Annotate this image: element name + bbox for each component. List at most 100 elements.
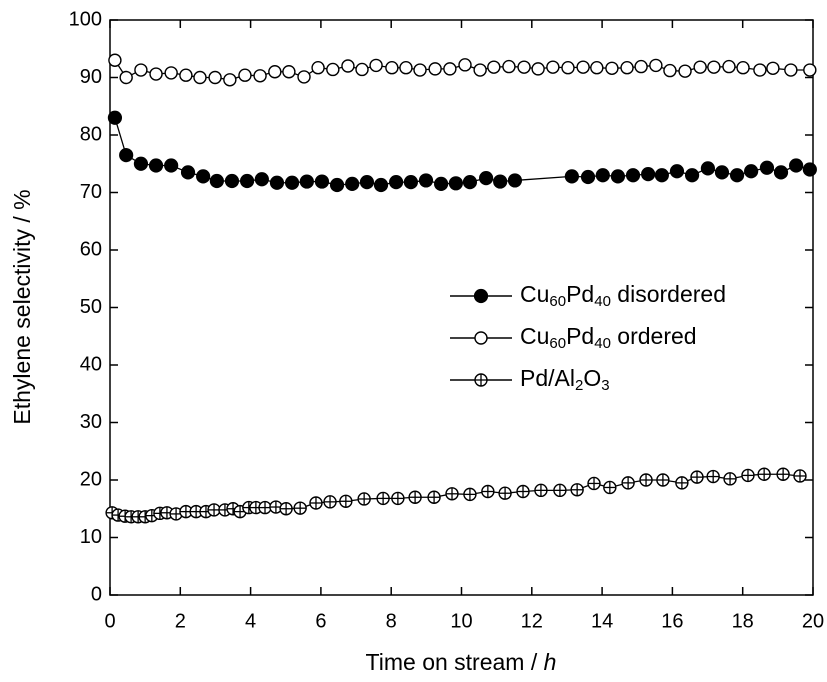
point [448, 176, 463, 191]
y-tick-label: 70 [80, 181, 102, 203]
point [693, 60, 707, 74]
point [546, 60, 560, 74]
point [621, 476, 635, 490]
point [293, 501, 307, 515]
point [784, 63, 798, 77]
point [418, 173, 434, 188]
point [326, 62, 340, 77]
point [164, 158, 179, 173]
point [517, 60, 531, 74]
point [369, 58, 383, 73]
point [678, 64, 692, 78]
point [590, 61, 604, 75]
point [107, 110, 123, 125]
point [345, 176, 360, 191]
point [766, 61, 780, 76]
x-tick-label: 16 [661, 610, 683, 632]
point [793, 469, 807, 483]
point [323, 495, 337, 509]
point [180, 165, 196, 180]
x-tick-label: 4 [245, 610, 256, 632]
point [669, 164, 685, 179]
point [357, 492, 371, 506]
legend-marker [474, 331, 488, 345]
y-tick-label: 80 [80, 123, 102, 145]
point [282, 65, 296, 79]
x-tick-label: 14 [591, 610, 613, 632]
point [502, 59, 516, 74]
point [413, 63, 427, 77]
point [376, 491, 390, 506]
point [223, 73, 237, 87]
x-tick-label: 20 [802, 610, 824, 632]
point [707, 60, 721, 74]
y-axis-title: Ethylene selectivity / % [9, 189, 35, 424]
point [149, 67, 163, 81]
point [445, 487, 459, 501]
point [427, 490, 441, 504]
point [625, 168, 641, 183]
y-tick-label: 30 [80, 411, 102, 433]
point [355, 62, 369, 77]
legend-marker [474, 373, 488, 387]
point [516, 484, 530, 499]
point [700, 161, 716, 176]
point [108, 53, 122, 67]
y-tick-label: 60 [80, 238, 102, 260]
point [224, 173, 240, 189]
point [408, 490, 422, 504]
point [595, 168, 610, 183]
point [656, 473, 670, 487]
point [311, 61, 325, 75]
point [428, 62, 442, 76]
point [443, 62, 457, 76]
point [493, 174, 508, 189]
point [663, 63, 677, 78]
point [133, 156, 149, 171]
point [268, 65, 282, 79]
point [605, 61, 619, 76]
point [639, 473, 653, 487]
point [458, 58, 472, 72]
point [757, 467, 771, 481]
point [299, 174, 314, 189]
x-tick-label: 18 [732, 610, 754, 632]
point [803, 63, 817, 77]
point [564, 169, 579, 184]
x-tick-label: 10 [450, 610, 472, 632]
x-tick-label: 8 [386, 610, 397, 632]
point [479, 171, 494, 186]
point [723, 472, 737, 486]
point [634, 59, 648, 74]
y-tick-label: 10 [80, 526, 102, 548]
point [463, 487, 477, 502]
point [641, 167, 656, 182]
point [706, 469, 720, 484]
point [776, 467, 790, 481]
point [759, 160, 775, 175]
point [341, 59, 355, 73]
point [238, 68, 252, 82]
point [253, 69, 267, 83]
point [258, 500, 272, 515]
point [239, 173, 255, 189]
point [802, 162, 817, 177]
x-tick-label: 0 [104, 610, 115, 632]
point [373, 177, 389, 193]
point [284, 175, 300, 190]
point [507, 173, 523, 188]
point [684, 168, 700, 183]
point [531, 62, 545, 76]
point [722, 59, 736, 74]
point [297, 70, 311, 84]
point [391, 491, 405, 506]
point [309, 496, 323, 510]
point [714, 165, 730, 180]
point [462, 175, 478, 190]
y-tick-label: 0 [91, 583, 102, 605]
point [208, 70, 222, 85]
point [534, 483, 548, 498]
point [481, 484, 495, 499]
x-tick-label: 2 [175, 610, 186, 632]
